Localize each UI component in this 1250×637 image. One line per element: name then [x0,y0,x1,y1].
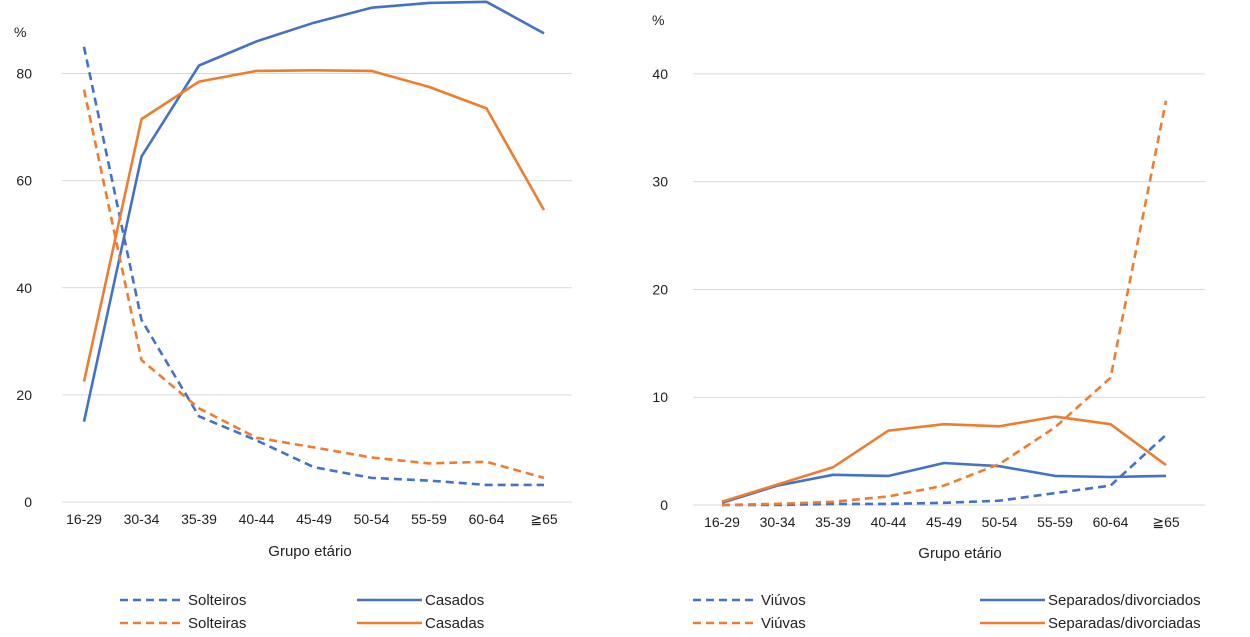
x-axis-title: Grupo etário [918,545,1001,562]
series-line-casados [82,0,545,422]
series-line-separados-divorciados [721,461,1167,505]
x-tick-label: 40-44 [239,511,275,527]
y-tick-label: 60 [16,173,32,189]
y-tick-label: 0 [24,494,32,510]
legend: Solteiros Casados Solteiras Casadas [120,592,484,632]
x-axis-title: Grupo etário [268,543,351,560]
y-axis-label: % [652,12,664,28]
x-tick-label: 60-64 [1093,514,1129,530]
legend-label: Casados [425,592,484,609]
x-tick-label: 35-39 [181,511,217,527]
x-tick-label: 16-29 [704,514,740,530]
x-tick-label: 45-49 [296,511,332,527]
legend-label: Solteiros [188,592,246,609]
x-tick-label: 30-34 [760,514,796,530]
y-tick-label: 40 [16,280,32,296]
series-line-vi-vas [721,100,1168,507]
series-line-separadas-divorciadas [721,415,1167,504]
series-line-solteiras [82,89,545,480]
series-line-solteiros [82,46,544,487]
y-tick-label: 40 [652,66,668,82]
x-tick-label: 50-54 [354,511,390,527]
y-axis-label: % [14,24,26,40]
y-tick-label: 10 [652,389,668,405]
chart-2: 0 10 20 30 40% 16-29 30-34 35-39 40-44 45-49 50-54… [652,12,1205,632]
y-tick-label: 80 [16,66,32,82]
series-line-vi-vos [722,433,1167,507]
x-tick-label: 35-39 [815,514,851,530]
y-tick-label: 20 [652,281,668,297]
x-tick-label: 45-49 [926,514,962,530]
x-tick-label: 55-59 [411,511,447,527]
legend-label: Separadas/divorciadas [1048,615,1201,632]
legend-label: Viúvas [761,615,806,632]
x-tick-label: 60-64 [469,511,505,527]
y-tick-label: 0 [660,497,668,513]
x-tick-label: 16-29 [66,511,102,527]
legend-label: Solteiras [188,615,246,632]
series-line-casadas [82,69,546,382]
legend: Viúvos Separados/divorciados Viúvas Separad… [693,592,1201,632]
chart-1: 0 20 40 60 80% 16-29 30-34 35-39 40-44 45-49 50-54… [14,0,572,632]
legend-label: Viúvos [761,592,806,609]
x-tick-label: 55-59 [1037,514,1073,530]
x-tick-label: ≧65 [530,511,558,527]
x-tick-label: 30-34 [124,511,160,527]
legend-label: Casadas [425,615,484,632]
legend-label: Separados/divorciados [1048,592,1201,609]
x-tick-label: ≧65 [1152,514,1180,530]
x-tick-label: 40-44 [871,514,907,530]
y-tick-label: 20 [16,387,32,403]
x-tick-label: 50-54 [982,514,1018,530]
y-tick-label: 30 [652,174,668,190]
